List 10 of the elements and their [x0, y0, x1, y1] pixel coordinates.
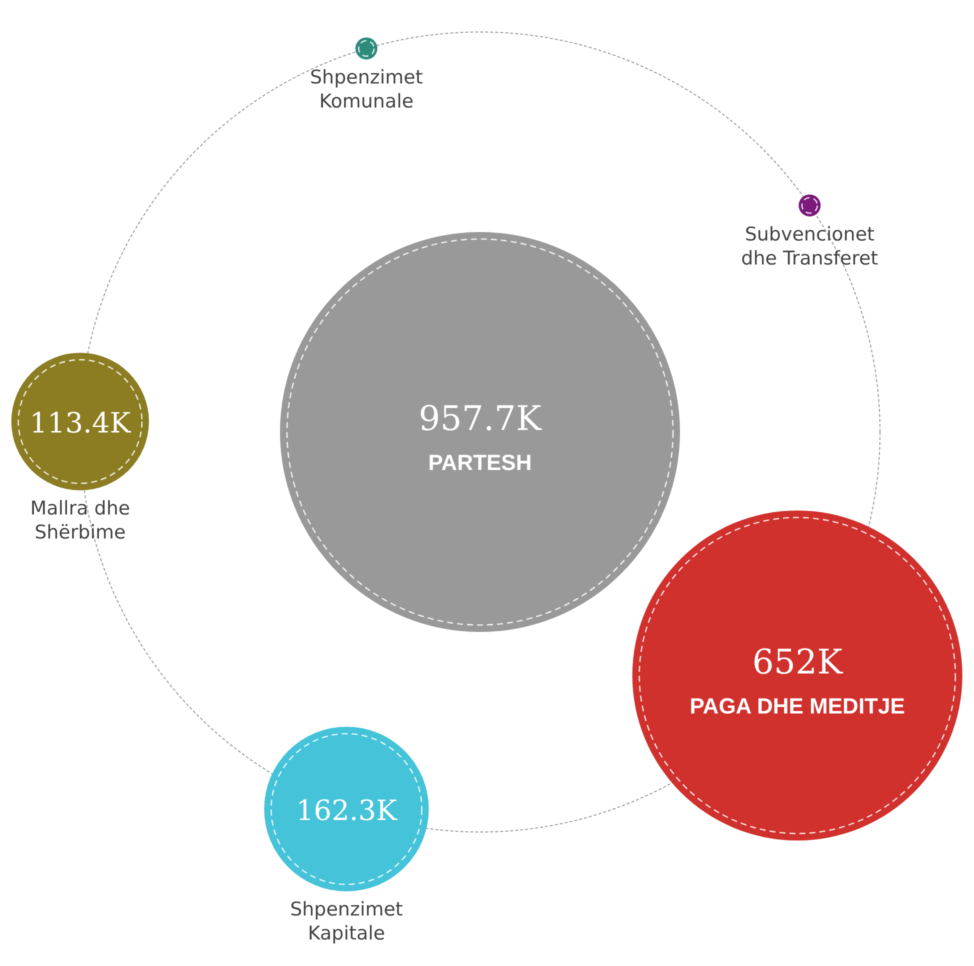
category-label: Mallra dhe Shërbime: [30, 497, 130, 544]
data-label: 652K: [752, 642, 844, 683]
category-label: Shpenzimet Komunale: [310, 66, 423, 112]
category-label: Subvencionet dhe Transferet: [741, 223, 878, 270]
category-label: PARTESH: [428, 450, 532, 475]
category-label: PAGA DHE MEDITJE: [690, 694, 905, 719]
data-label: 113.4K: [30, 406, 132, 440]
data-label: 162.3K: [296, 794, 398, 828]
data-label: 957.7K: [418, 399, 542, 439]
category-label: Shpenzimet Kapitale: [290, 898, 403, 944]
